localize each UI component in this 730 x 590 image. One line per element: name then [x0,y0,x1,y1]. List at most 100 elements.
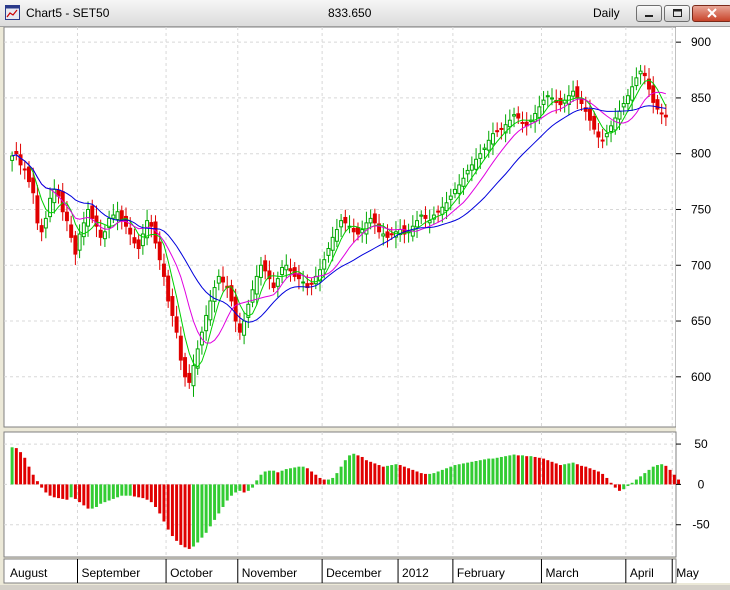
oscillator-bar [229,484,233,496]
candle-body [541,99,546,105]
maximize-icon [673,9,682,17]
month-label: December [326,566,381,580]
price-tick-label: 900 [691,35,711,49]
oscillator-bar [99,484,103,504]
oscillator-bar [10,447,14,485]
title-bar[interactable]: Chart5 - SET50 833.650 Daily [0,0,730,27]
oscillator-bar [660,464,664,485]
oscillator-bar [314,474,318,485]
candle-body [233,296,238,322]
period-label: Daily [593,6,620,20]
last-price: 833.650 [328,6,372,20]
oscillator-bar [40,484,44,488]
candle-body [343,216,348,224]
oscillator-bar [677,479,681,485]
oscillator-bar [432,473,436,485]
oscillator-bar [390,465,394,485]
candle-body [280,266,285,276]
month-label: 2012 [402,566,429,580]
candle-body [31,177,36,194]
candle-body [448,195,453,200]
candle-body [550,97,554,100]
price-tick-label: 800 [691,147,711,161]
close-button[interactable] [692,5,730,22]
month-label: September [81,566,140,580]
candle-body [309,282,314,285]
candle-body [621,103,626,108]
oscillator-bar [605,477,609,485]
candle-body [503,124,508,134]
oscillator-bar [453,465,457,485]
oscillator-bar [293,467,297,485]
candle-body [545,95,550,98]
candle-body [469,164,474,171]
candle-body [73,235,78,255]
oscillator-bar [48,484,52,496]
chart-app-icon [5,5,20,20]
oscillator-bar [318,477,322,485]
oscillator-bar [154,484,157,507]
candle-body [495,130,500,133]
oscillator-bar [137,484,141,498]
candle-body [115,211,120,221]
maximize-button[interactable] [664,5,690,22]
oscillator-bar [170,484,174,537]
oscillator-bar [423,473,427,485]
oscillator-bar [225,484,229,501]
candle-body [642,72,647,77]
oscillator-bar [618,484,621,491]
oscillator-bar [483,459,486,485]
oscillator-bar [428,473,432,485]
candle-body [478,153,483,159]
candle-body [613,117,618,131]
month-label: February [457,566,505,580]
oscillator-bar [251,484,255,488]
candle-body [170,296,175,316]
chart-svg[interactable]: 600 650 700 750 800 850 900 50 0 -50 August Septemb… [0,26,730,585]
ma-mid-line [11,91,667,344]
candle-body [258,264,263,278]
candle-body [482,147,487,150]
candle-body [242,320,247,336]
oscillator-bar [162,484,166,522]
oscillator-bar [132,484,136,497]
candle-body [157,241,162,261]
oscillator-bar [643,473,647,485]
candle-body [284,264,289,271]
oscillator-bar [175,484,179,541]
oscillator-bar [103,484,107,503]
candle-body [326,248,331,256]
ma-slow-line [11,105,666,323]
oscillator-bar [183,484,187,548]
oscillator-tick-label: -50 [692,518,710,532]
candle-body [625,95,630,105]
oscillator-bar [499,456,503,485]
oscillator-bar [588,468,592,485]
candle-body [166,275,171,302]
candle-body [659,112,664,115]
oscillator-bar [234,484,238,493]
candle-body [351,227,356,233]
candle-body [339,220,344,228]
month-label: April [630,566,654,580]
minimize-button[interactable] [636,5,662,22]
candle-body [630,86,635,101]
candle-body [583,107,588,112]
oscillator-bar [339,466,343,485]
oscillator-bar [584,466,588,485]
oscillator-bar [31,474,35,485]
oscillator-bar [272,470,276,485]
oscillator-bar [571,462,575,485]
candle-body [377,223,382,233]
candle-body [18,154,23,166]
month-label: October [170,566,213,580]
candle-body [128,227,133,235]
oscillator-bar [369,461,373,485]
candle-body [22,168,27,171]
candle-body [600,139,605,142]
month-label: May [676,566,699,580]
candle-body [356,227,360,235]
oscillator-bar [192,484,195,547]
oscillator-bar [630,482,634,485]
oscillator-bar [94,484,98,507]
